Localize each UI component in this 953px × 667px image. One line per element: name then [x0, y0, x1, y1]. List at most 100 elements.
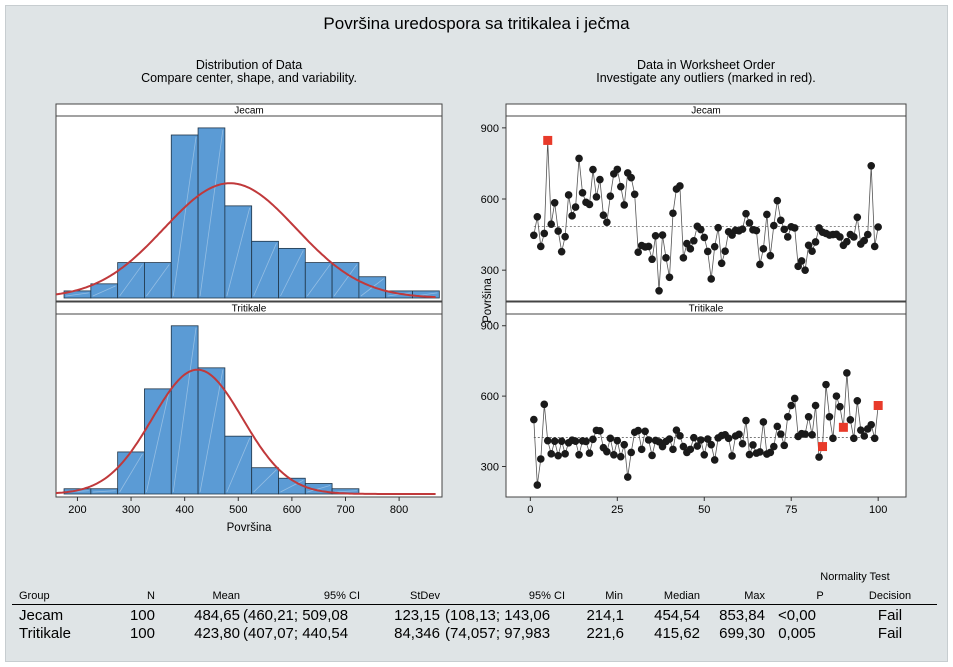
row-tritikale-mean-ci: (407,07; 440,54 [243, 625, 349, 642]
data-point [700, 450, 709, 459]
data-point [686, 245, 695, 253]
data-point [596, 175, 604, 184]
data-point [797, 257, 806, 265]
x-tick-label: 100 [869, 504, 887, 516]
row-jecam-mean-ci: (460,21; 509,08 [243, 607, 349, 624]
data-point [550, 437, 559, 445]
data-point [756, 260, 764, 269]
panel-strip-tritikale [55, 301, 443, 315]
data-point [599, 211, 608, 219]
data-point [606, 434, 615, 443]
data-point [530, 231, 538, 240]
histogram-bar [197, 367, 226, 495]
column-header-mean-ci: 95% CI [323, 590, 360, 602]
data-point [536, 242, 545, 251]
bar-sheen [280, 250, 304, 297]
x-tick-label: 75 [785, 504, 797, 516]
row-jecam-mean: 484,65 [194, 607, 240, 624]
histogram-title: Distribution of Data [195, 58, 303, 72]
order-strip-label-jecam: Jecam [691, 106, 720, 117]
data-point [596, 427, 604, 435]
data-point [547, 220, 556, 228]
bar-sheen [253, 469, 277, 493]
data-point [790, 224, 799, 232]
bar-sheen [226, 438, 251, 493]
data-point [623, 473, 632, 481]
data-point [690, 433, 698, 442]
data-point [856, 426, 865, 434]
data-point [613, 165, 622, 174]
data-point [836, 402, 844, 411]
data-point [575, 154, 583, 163]
bar-sheen [172, 136, 197, 297]
histogram-heading: Distribution of Data Compare center, sha… [56, 59, 442, 85]
data-point [585, 200, 594, 209]
data-point [770, 221, 778, 230]
row-tritikale-median: 415,62 [654, 625, 700, 642]
data-point [665, 435, 674, 443]
data-point [850, 233, 858, 241]
data-point [790, 394, 799, 403]
panel-strip-jecam [55, 103, 443, 117]
x-tick-label: 300 [122, 504, 140, 516]
data-point [658, 231, 667, 239]
row-tritikale-decision: Fail [877, 625, 903, 642]
data-point [561, 232, 569, 241]
data-point [752, 226, 761, 235]
x-tick-label: 500 [229, 504, 247, 516]
bar-sheen [172, 327, 197, 493]
bar-sheen [333, 264, 358, 297]
data-point [822, 380, 830, 389]
column-header-median: Median [663, 590, 700, 602]
bar-sheen [92, 490, 116, 493]
data-point [742, 209, 750, 218]
worksheet-order-heading: Data in Worksheet Order Investigate any … [506, 59, 906, 85]
data-point [627, 448, 636, 457]
data-point [536, 455, 545, 463]
data-point [846, 416, 855, 424]
y-tick-label: 300 [481, 265, 499, 277]
data-point [669, 445, 677, 454]
data-point [644, 436, 653, 444]
data-point [703, 435, 712, 443]
data-point [613, 436, 622, 445]
x-tick-label: 400 [175, 504, 193, 516]
panel-strip-label-jecam: Jecam [234, 106, 263, 117]
data-point [801, 266, 809, 274]
data-point [655, 287, 663, 295]
y-tick-label: 300 [481, 462, 499, 474]
data-point [578, 189, 587, 197]
row-jecam-decision: Fail [877, 607, 903, 624]
data-point [634, 248, 642, 256]
bar-sheen [253, 243, 277, 297]
data-point [724, 434, 733, 443]
outlier-marker [873, 401, 883, 410]
data-point [540, 400, 549, 409]
normal-fit-curve-jecam [55, 182, 436, 299]
histogram-bar [224, 435, 253, 495]
data-point [592, 193, 601, 201]
row-jecam-p: <0,00 [778, 607, 816, 624]
data-point [651, 231, 660, 240]
histogram-bar [224, 205, 253, 299]
histogram-bar [170, 325, 199, 495]
column-header-max: Max [744, 590, 765, 602]
data-point [801, 430, 809, 438]
bar-sheen [307, 485, 331, 493]
data-point [728, 452, 736, 460]
row-tritikale-stdev-ci: (74,057; 97,983 [445, 625, 551, 642]
data-point [738, 225, 747, 233]
data-point [766, 448, 775, 457]
bar-sheen [280, 479, 304, 493]
report-title: Površina uredospora sa tritikalea i ječm… [323, 14, 630, 33]
data-point [759, 418, 768, 426]
x-tick-label: 0 [527, 504, 533, 516]
series-line-tritikale [533, 372, 879, 486]
normality-test-header: Normality Test [820, 571, 890, 583]
bar-sheen [306, 264, 331, 297]
data-point [641, 427, 649, 436]
column-header-p: P [816, 590, 824, 602]
data-point [627, 173, 636, 182]
bar-sheen [65, 292, 89, 297]
data-point [676, 431, 684, 440]
